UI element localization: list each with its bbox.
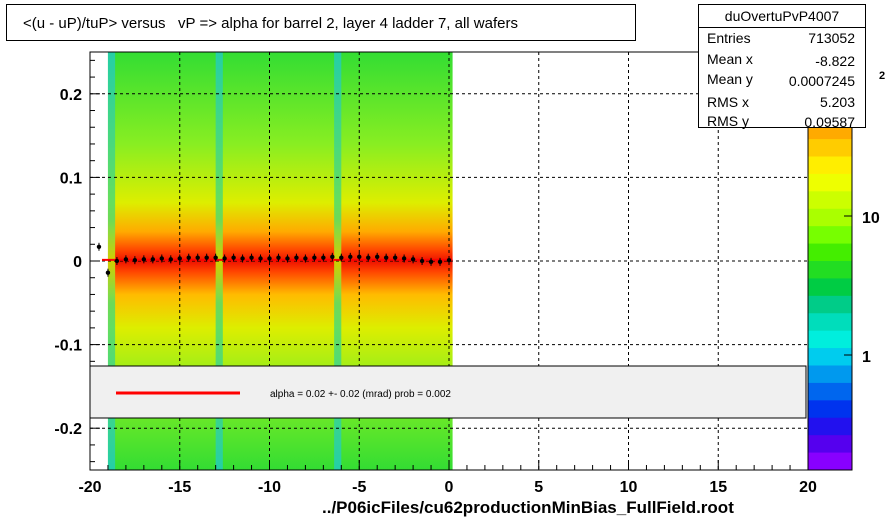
profile-point — [267, 256, 272, 261]
stats-name: duOvertuPvP4007 — [724, 8, 840, 24]
x-tick-label: -5 — [352, 479, 366, 496]
palette-cell — [808, 382, 852, 401]
x-tick-label: 20 — [799, 479, 817, 496]
y-tick-label: -0.2 — [54, 421, 82, 438]
profile-point — [321, 255, 326, 260]
palette-cell — [808, 139, 852, 157]
profile-point — [330, 254, 335, 260]
profile-point — [348, 254, 353, 260]
profile-point — [249, 255, 254, 260]
profile-point — [105, 270, 111, 275]
profile-point — [231, 255, 236, 260]
palette-cell — [808, 191, 852, 210]
stats-box: duOvertuPvP4007 Entries 713052 Mean x -8… — [698, 4, 866, 130]
profile-point — [419, 258, 425, 264]
profile-point — [357, 254, 362, 260]
chart-title: <(u - uP)/tuP> versus vP => alpha for ba… — [23, 15, 518, 32]
palette-cell — [808, 348, 852, 366]
profile-point — [240, 256, 245, 261]
palette-cell — [808, 208, 852, 227]
profile-point — [168, 257, 173, 262]
profile-point — [159, 256, 164, 261]
profile-point — [375, 254, 380, 260]
heatmap-strip-1 — [215, 52, 223, 470]
profile-point — [204, 255, 209, 260]
x-tick-label: 5 — [534, 479, 543, 496]
stats-key-rms-x: RMS x — [707, 94, 749, 110]
profile-point — [177, 256, 182, 261]
profile-point — [285, 256, 290, 261]
axes: -20 -15 -10 -5 0 5 10 15 20 -0.2 -0.1 0 0.1 0.2 — [54, 59, 817, 496]
profile-point — [366, 255, 371, 260]
palette-cell — [808, 330, 852, 349]
palette-cell — [808, 156, 852, 175]
profile-point — [428, 259, 434, 265]
z-tick-label: 10 — [862, 210, 880, 227]
x-tick-label: 15 — [709, 479, 727, 496]
y-tick-label: -0.1 — [54, 338, 82, 355]
palette-cell — [808, 173, 852, 192]
palette-cell — [808, 417, 852, 436]
profile-point — [437, 259, 443, 265]
stats-key-mean-y: Mean y — [707, 71, 753, 87]
profile-point — [392, 255, 398, 260]
profile-point — [303, 256, 308, 261]
file-path-footer: ../P06icFiles/cu62productionMinBias_Full… — [322, 498, 734, 517]
profile-point — [186, 255, 191, 260]
profile-point — [312, 255, 317, 260]
stats-value-mean-x: -8.822 — [815, 53, 855, 69]
stats-key-entries: Entries — [707, 30, 751, 46]
y-tick-label: 0.2 — [60, 87, 82, 104]
stats-key-rms-y: RMS y — [707, 113, 749, 129]
z-tick-label: 1 — [862, 349, 871, 366]
z-exponent-label: 2 — [879, 70, 885, 82]
palette-cell — [808, 435, 852, 454]
x-tick-label: -10 — [258, 479, 281, 496]
stats-separator — [699, 27, 865, 28]
profile-point — [276, 255, 281, 260]
x-tick-label: -20 — [78, 479, 101, 496]
palette-cell — [808, 278, 852, 297]
profile-point — [96, 244, 102, 249]
profile-point — [222, 256, 227, 261]
profile-point — [114, 258, 120, 264]
stats-key-mean-x: Mean x — [707, 51, 753, 67]
profile-point — [383, 255, 389, 260]
profile-point — [123, 257, 129, 262]
profile-point — [401, 256, 407, 261]
profile-points — [96, 242, 453, 277]
profile-point — [294, 255, 299, 260]
fit-legend-text: alpha = 0.02 +- 0.02 (mrad) prob = 0.002 — [270, 389, 451, 400]
profile-point — [446, 257, 452, 263]
palette-cell — [808, 261, 852, 279]
palette-cell — [808, 313, 852, 332]
heatmap-strip-0 — [107, 52, 116, 470]
palette-cell — [808, 226, 852, 245]
palette-cell — [808, 365, 852, 384]
palette-cell — [808, 243, 852, 262]
y-tick-label: 0 — [73, 254, 82, 271]
x-tick-label: 10 — [620, 479, 638, 496]
profile-point — [141, 257, 147, 262]
profile-point — [132, 257, 138, 263]
profile-point — [213, 255, 218, 260]
y-tick-label: 0.1 — [60, 170, 82, 187]
profile-point — [339, 255, 344, 260]
title-box: <(u - uP)/tuP> versus vP => alpha for ba… — [6, 4, 636, 41]
palette-cell — [808, 400, 852, 419]
x-tick-label: -15 — [168, 479, 191, 496]
stats-value-entries: 713052 — [808, 30, 855, 46]
profile-point — [258, 256, 263, 261]
palette-cell — [808, 452, 852, 471]
profile-point — [410, 257, 416, 262]
profile-point — [195, 255, 200, 260]
x-tick-label: 0 — [445, 479, 454, 496]
stats-value-mean-y: 0.0007245 — [788, 73, 855, 89]
palette-cell — [808, 295, 852, 314]
stats-value-rms-x: 5.203 — [819, 94, 855, 110]
profile-point — [150, 257, 156, 262]
stats-value-rms-y: 0.09587 — [804, 114, 855, 130]
